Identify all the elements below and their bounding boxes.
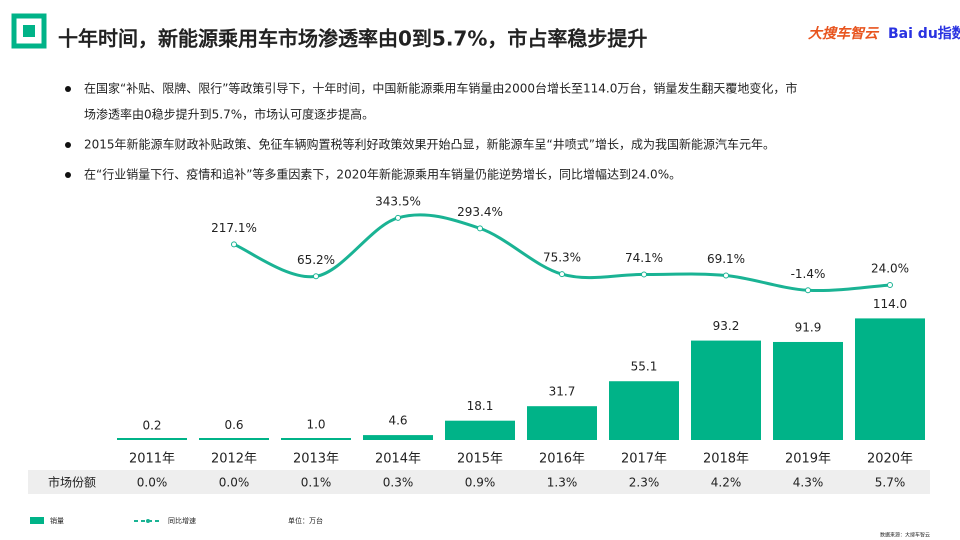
bar [527, 406, 597, 440]
line-point [395, 214, 401, 221]
x-tick-label: 2018年 [703, 452, 749, 467]
bullet-text: 场渗透率由0稳步提升到5.7%，市场认可度逐步提高。 [84, 107, 374, 122]
bullet-text: 在“行业销量下行、疫情和追补”等多重因素下，2020年新能源乘用车销量仍能逆势增… [84, 167, 681, 182]
bar [609, 381, 679, 440]
legend-swatch [30, 517, 44, 524]
legend-label: 销量 [50, 516, 64, 525]
bullet-dot [65, 172, 71, 178]
x-tick-label: 2015年 [457, 452, 503, 467]
bar [445, 420, 515, 440]
bar [363, 435, 433, 440]
line-point [477, 225, 483, 232]
row-label: 市场份额 [48, 475, 96, 490]
data-label: 293.4% [457, 205, 503, 219]
data-label: 0.6 [224, 418, 243, 432]
data-label: 217.1% [211, 221, 257, 235]
bar [691, 340, 761, 440]
data-label: 31.7 [549, 385, 576, 399]
x-tick-label: 2012年 [211, 452, 257, 467]
table-cell: 2.3% [629, 476, 660, 490]
data-label: 18.1 [467, 399, 494, 413]
line-point [887, 281, 893, 288]
data-label: 91.9 [795, 320, 822, 334]
data-label: -1.4% [791, 267, 826, 281]
unit: 单位：万台 [288, 516, 323, 525]
bar [855, 318, 925, 440]
bar [773, 341, 843, 440]
table-cell: 0.0% [137, 476, 168, 490]
title-icon [11, 13, 47, 49]
bullet-dot [65, 86, 71, 92]
data-label: 343.5% [375, 194, 421, 208]
data-label: 114.0 [873, 297, 907, 311]
bullet-text: 2015年新能源车财政补贴政策、免征车辆购置税等利好政策效果开始凸显，新能源车呈… [84, 137, 775, 152]
data-label: 24.0% [871, 261, 909, 275]
table-cell: 5.7% [875, 476, 906, 490]
data-label: 75.3% [543, 251, 581, 265]
data-label: 55.1 [631, 360, 658, 374]
table-cell: 0.0% [219, 476, 250, 490]
title: 十年时间，新能源乘用车市场渗透率由0到5.7%，市占率稳步提升 [58, 27, 647, 51]
source: 数据来源：大搜车智云 [880, 532, 930, 539]
line-point [641, 271, 647, 278]
x-tick-label: 2019年 [785, 452, 831, 467]
data-label: 74.1% [625, 251, 663, 265]
title-icon-inner [23, 25, 35, 37]
data-label: 0.2 [142, 418, 161, 432]
data-label: 4.6 [388, 414, 407, 428]
table-cell: 0.1% [301, 476, 332, 490]
x-tick-label: 2011年 [129, 452, 175, 467]
logo: 大搜车智云 [808, 25, 880, 42]
x-tick-label: 2017年 [621, 452, 667, 467]
x-tick-label: 2013年 [293, 452, 339, 467]
table-cell: 0.3% [383, 476, 414, 490]
legend-label: 同比增速 [168, 516, 196, 525]
data-label: 93.2 [713, 319, 740, 333]
logo: Bai du指数 [888, 25, 960, 42]
table-cell: 4.2% [711, 476, 742, 490]
data-label: 1.0 [306, 417, 325, 431]
x-tick-label: 2016年 [539, 452, 585, 467]
x-tick-label: 2020年 [867, 452, 913, 467]
bullet-dot [65, 142, 71, 148]
bullet-text: 在国家“补贴、限牌、限行”等政策引导下，十年时间，中国新能源乘用车销量由2000… [84, 81, 797, 96]
data-label: 69.1% [707, 252, 745, 266]
data-label: 65.2% [297, 253, 335, 267]
bar [117, 438, 187, 440]
bar [199, 438, 269, 440]
table-band [28, 470, 930, 494]
table-cell: 0.9% [465, 476, 496, 490]
table-cell: 1.3% [547, 476, 578, 490]
line-point [559, 271, 565, 278]
line-point [723, 272, 729, 279]
x-tick-label: 2014年 [375, 452, 421, 467]
line-point [313, 273, 319, 280]
bar [281, 438, 351, 440]
legend-dot [146, 519, 150, 523]
line-point [805, 287, 811, 294]
line-point [231, 241, 237, 248]
table-cell: 4.3% [793, 476, 824, 490]
